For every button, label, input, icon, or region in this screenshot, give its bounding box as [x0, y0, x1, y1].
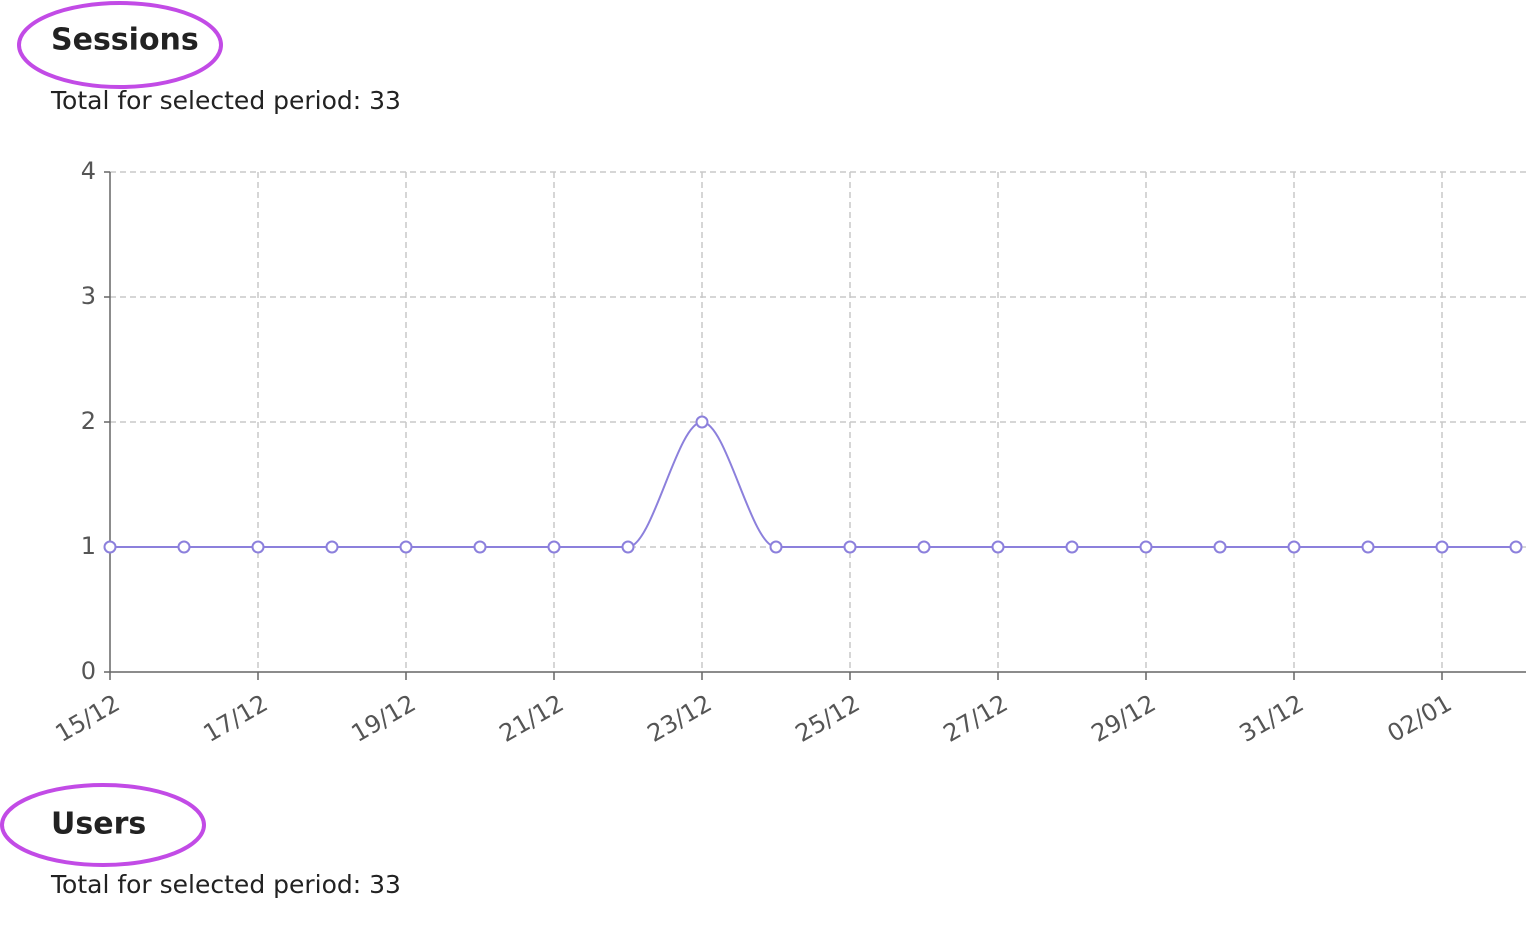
data-point: [547, 540, 561, 554]
data-point: [843, 540, 857, 554]
data-point: [325, 540, 339, 554]
data-point: [1065, 540, 1079, 554]
grid-layer: [104, 171, 1526, 680]
y-tick-label: 1: [81, 532, 96, 560]
highlight-circle: [17, 1, 223, 89]
section-title: Sessions: [51, 23, 199, 58]
data-point: [177, 540, 191, 554]
y-tick-label: 0: [81, 657, 96, 685]
data-point: [1509, 540, 1523, 554]
data-point: [473, 540, 487, 554]
highlight-circle: [0, 783, 206, 867]
data-point: [695, 415, 709, 429]
data-point: [1139, 540, 1153, 554]
data-point: [769, 540, 783, 554]
data-point: [251, 540, 265, 554]
data-point: [1435, 540, 1449, 554]
section-total: Total for selected period: 33: [50, 870, 401, 899]
x-tick-label: 29/12: [1087, 689, 1161, 748]
section-total: Total for selected period: 33: [50, 86, 401, 115]
x-tick-label: 21/12: [495, 689, 569, 748]
x-tick-label: 31/12: [1235, 689, 1309, 748]
x-tick-label: 17/12: [199, 689, 273, 748]
data-point: [1361, 540, 1375, 554]
y-tick-label: 2: [81, 407, 96, 435]
data-point: [1213, 540, 1227, 554]
data-point: [917, 540, 931, 554]
x-tick-label: 25/12: [791, 689, 865, 748]
data-point: [621, 540, 635, 554]
data-point: [991, 540, 1005, 554]
section-title: Users: [51, 807, 146, 842]
data-point: [103, 540, 117, 554]
x-tick-label: 27/12: [939, 689, 1013, 748]
x-tick-label: 23/12: [643, 689, 717, 748]
y-tick-label: 4: [81, 157, 96, 185]
y-tick-label: 3: [81, 282, 96, 310]
data-point: [1287, 540, 1301, 554]
x-tick-label: 19/12: [347, 689, 421, 748]
data-line: [110, 420, 1516, 548]
x-tick-label: 15/12: [51, 689, 125, 748]
data-point: [399, 540, 413, 554]
x-tick-label: 02/01: [1383, 689, 1457, 748]
